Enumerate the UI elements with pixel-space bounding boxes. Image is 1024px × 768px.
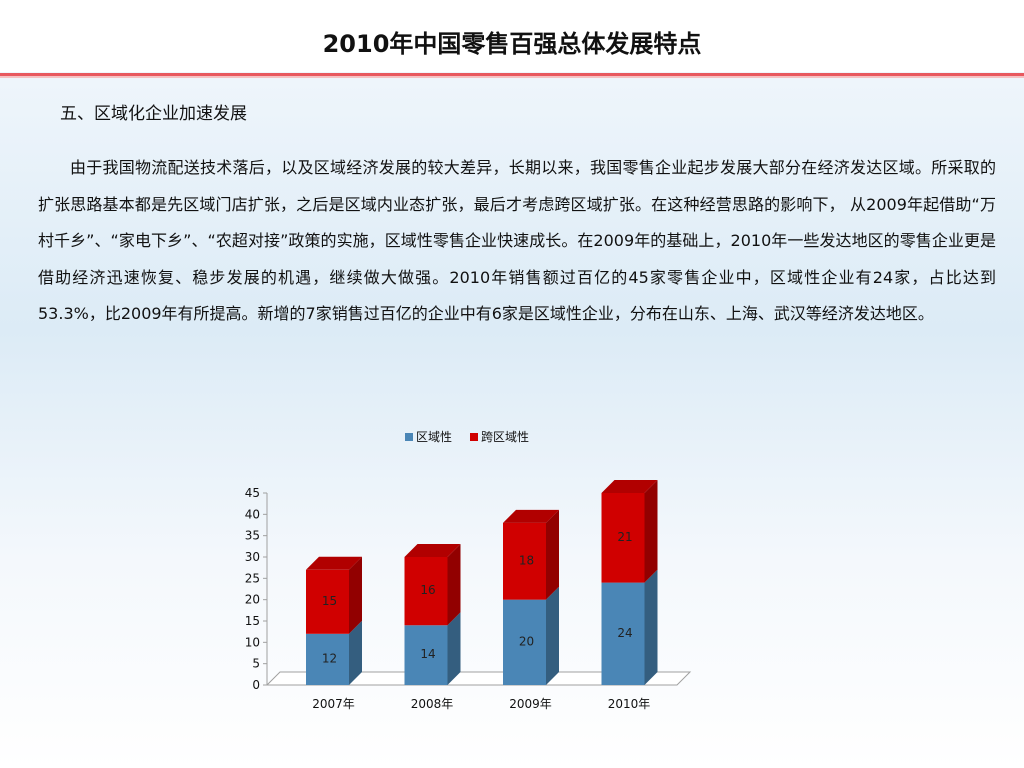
bar-regional bbox=[404, 625, 448, 685]
bar-side-regional bbox=[644, 569, 658, 685]
bar-side-cross-regional bbox=[546, 509, 559, 600]
bar-cross-regional bbox=[503, 522, 546, 600]
slide-title: 2010年中国零售百强总体发展特点 bbox=[322, 30, 702, 58]
y-tick-label: 5 bbox=[252, 657, 260, 671]
bar-cross-regional bbox=[601, 493, 645, 583]
section-heading: 五、区域化企业加速发展 bbox=[60, 104, 247, 124]
x-tick-label: 2010年 bbox=[608, 697, 651, 711]
data-label: 12 bbox=[322, 651, 337, 665]
plot-area: 0 5 10 15 20 25 30 35 40 45 12 15 2007年 14 16 2008年 20 18… bbox=[245, 480, 692, 711]
bar-side-regional bbox=[447, 612, 461, 685]
legend-label-cross-regional: 跨区域性 bbox=[481, 430, 529, 444]
bar-top bbox=[404, 544, 461, 557]
data-label: 18 bbox=[519, 553, 534, 567]
y-tick-label: 25 bbox=[245, 571, 260, 585]
legend-swatch-cross-regional bbox=[470, 433, 478, 441]
bar-regional bbox=[601, 582, 645, 685]
x-tick-label: 2008年 bbox=[411, 697, 454, 711]
bar-side-regional bbox=[546, 586, 559, 685]
bar-top bbox=[601, 480, 658, 493]
y-tick-label: 15 bbox=[245, 614, 260, 628]
data-label: 20 bbox=[519, 634, 534, 648]
legend-label-regional: 区域性 bbox=[416, 430, 452, 444]
bar-side-cross-regional bbox=[447, 544, 461, 626]
bar-regional bbox=[306, 633, 349, 685]
bar-top bbox=[503, 509, 559, 523]
data-label: 15 bbox=[322, 594, 337, 608]
bar-top bbox=[306, 556, 362, 570]
y-tick-label: 0 bbox=[252, 678, 260, 692]
data-label: 14 bbox=[420, 647, 435, 661]
bar-cross-regional bbox=[306, 569, 349, 634]
bar-regional bbox=[503, 599, 546, 685]
title-divider bbox=[0, 73, 1024, 76]
y-tick-label: 30 bbox=[245, 550, 260, 564]
y-tick-label: 45 bbox=[245, 486, 260, 500]
y-tick-label: 35 bbox=[245, 529, 260, 543]
data-label: 24 bbox=[617, 626, 632, 640]
bar-cross-regional bbox=[404, 557, 448, 626]
bar-side-cross-regional bbox=[644, 480, 658, 583]
x-tick-label: 2007年 bbox=[312, 697, 355, 711]
y-tick-label: 40 bbox=[245, 507, 260, 521]
legend-swatch-regional bbox=[405, 433, 413, 441]
y-tick-label: 10 bbox=[245, 635, 260, 649]
slide-header bbox=[0, 0, 1024, 72]
bar-side-regional bbox=[349, 620, 362, 685]
body-paragraph: 由于我国物流配送技术落后，以及区域经济发展的较大差异，长期以来，我国零售企业起步… bbox=[38, 158, 996, 323]
data-label: 16 bbox=[420, 583, 435, 597]
x-tick-label: 2009年 bbox=[509, 697, 552, 711]
data-label: 21 bbox=[617, 530, 632, 544]
stacked-bar-chart: 区域性 跨区域性 0 5 10 15 20 25 30 35 40 45 12 15 2007年 14 16… bbox=[245, 430, 692, 711]
chart-legend: 区域性 跨区域性 bbox=[405, 430, 529, 444]
title-divider-shadow bbox=[0, 76, 1024, 78]
bar-side-cross-regional bbox=[349, 556, 362, 634]
y-tick-label: 20 bbox=[245, 593, 260, 607]
